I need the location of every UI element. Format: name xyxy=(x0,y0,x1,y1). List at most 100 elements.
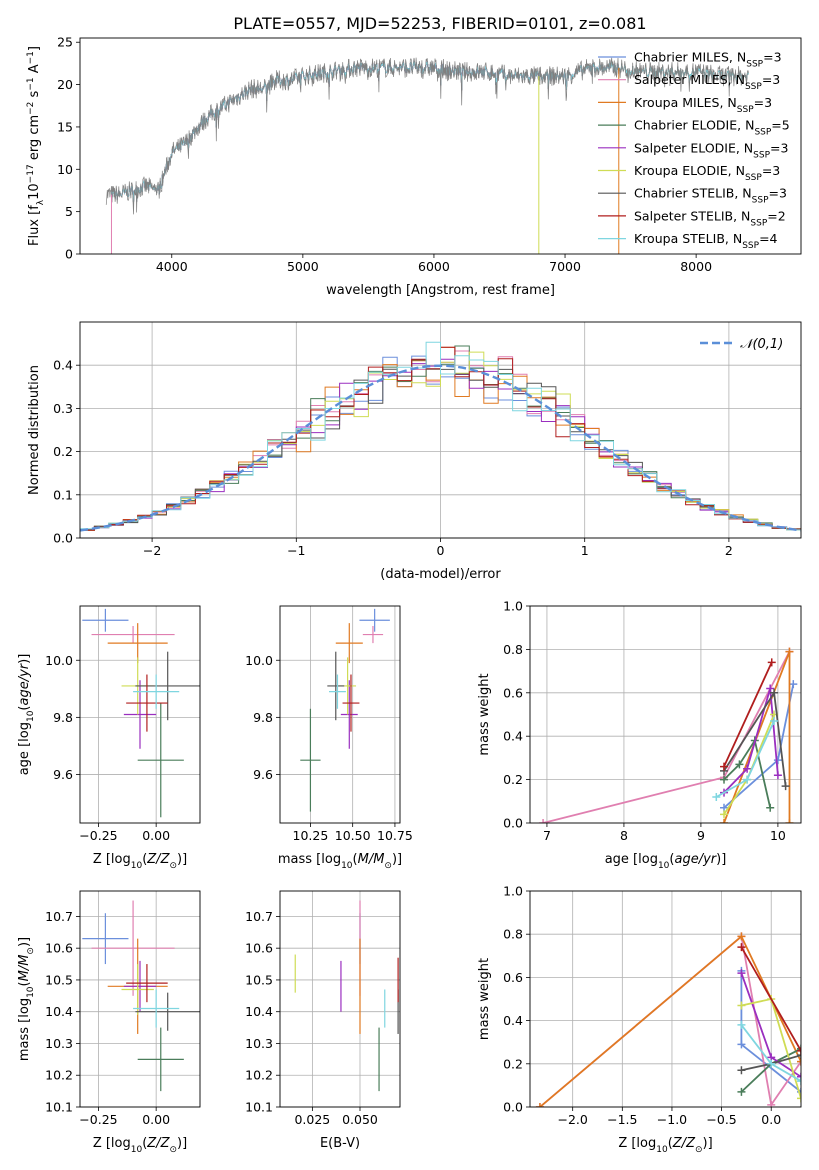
label-part: ( xyxy=(142,1136,147,1151)
y-tick-label: 0.6 xyxy=(503,685,523,700)
weight-marker xyxy=(773,771,782,780)
label-part: SSP xyxy=(745,173,762,183)
x-tick-label: −0.25 xyxy=(79,1112,117,1127)
weight-marker xyxy=(735,760,744,769)
residuals-panel: −2 −1 0 1 2 0.0 0.1 0.2 0.3 0.4 𝒩(0,1) (data-model)… xyxy=(27,321,802,582)
x-tick-label: 0.050 xyxy=(342,1112,378,1127)
axes-frame xyxy=(79,605,201,824)
label-part: −1 xyxy=(26,51,36,64)
label-part: Z [log xyxy=(93,1136,131,1151)
label-part: ( xyxy=(142,852,147,867)
x-tick-label: 10 xyxy=(770,828,786,843)
legend-label: Salpeter MILES, NSSP=3 xyxy=(634,72,780,92)
x-tick-label: −1.5 xyxy=(607,1112,637,1127)
legend-label: Chabrier ELODIE, NSSP=5 xyxy=(634,118,790,138)
x-tick-label: 8000 xyxy=(680,259,712,274)
y-tick-label: 0.2 xyxy=(503,1056,523,1071)
x-axis-label: Z [log10(Z/Z⊙)] xyxy=(93,1136,187,1155)
weight-marker xyxy=(797,1046,801,1055)
legend-label: 𝒩(0,1) xyxy=(740,337,783,352)
weight-marker xyxy=(737,943,746,952)
label-part: )] xyxy=(716,852,726,867)
label-part: erg cm xyxy=(27,115,42,164)
label-part: )] xyxy=(177,852,187,867)
y-tick-label: 10.5 xyxy=(45,972,73,987)
weight-marker xyxy=(720,819,729,823)
x-tick-label: 8 xyxy=(620,828,628,843)
label-part: SSP xyxy=(754,128,771,138)
weight-marker xyxy=(766,803,775,812)
label-part: SSP xyxy=(742,241,759,251)
x-tick-label: 0.0 xyxy=(761,1112,781,1127)
weight-marker xyxy=(767,1100,776,1107)
y-tick-label: 10.1 xyxy=(245,1100,273,1115)
label-part: −1 xyxy=(26,77,36,90)
label-part: ⊙ xyxy=(169,861,177,871)
model-spectrum-line xyxy=(158,60,540,195)
y-axis-label: mass [log10(M/M⊙)] xyxy=(17,937,36,1061)
label-part: A xyxy=(27,64,42,77)
weight-marker xyxy=(773,756,782,765)
error-bars xyxy=(294,900,399,1092)
label-part: λ xyxy=(36,199,46,205)
label-part: =3 xyxy=(762,72,780,87)
label-part: age [log xyxy=(17,722,32,775)
label-part: Flux [f xyxy=(27,205,42,246)
error-bars xyxy=(300,608,390,812)
x-tick-label: 2 xyxy=(725,543,733,558)
x-axis-label: Z [log10(Z/Z⊙)] xyxy=(618,1136,712,1155)
label-part: 10 xyxy=(656,1145,668,1155)
label-part: Z/Z xyxy=(146,852,170,867)
x-tick-label: 10.75 xyxy=(377,828,413,843)
label-part: M/M xyxy=(358,852,385,867)
label-part: 10 xyxy=(27,183,42,200)
label-part: Z [log xyxy=(93,852,131,867)
x-tick-label: 7000 xyxy=(549,259,581,274)
y-tick-label: 10.5 xyxy=(245,972,273,987)
weight-series-line xyxy=(723,688,779,794)
y-tick-label: 0.8 xyxy=(503,927,523,942)
y-tick-label: 10.6 xyxy=(245,941,273,956)
label-part: =2 xyxy=(767,208,785,223)
label-part: ( xyxy=(668,1136,673,1151)
weight-marker xyxy=(770,688,779,697)
weight-marker xyxy=(781,782,790,791)
x-tick-label: 0 xyxy=(437,543,445,558)
label-part: Chabrier ELODIE, N xyxy=(634,118,754,133)
y-tick-label: 0.4 xyxy=(503,1013,523,1028)
weight-series-line xyxy=(539,934,801,1107)
weight-marker xyxy=(770,717,779,726)
label-part: SSP xyxy=(752,196,769,206)
weight-series-line xyxy=(740,946,801,1052)
label-part: 10 xyxy=(131,861,143,871)
y-tick-label: 10.2 xyxy=(245,1068,273,1083)
weight-marker xyxy=(797,1051,801,1060)
label-part: Salpeter ELODIE, N xyxy=(634,140,753,155)
x-tick-label: 6000 xyxy=(418,259,450,274)
weight-marker xyxy=(743,764,752,773)
label-part: Salpeter STELIB, N xyxy=(634,208,750,223)
label-part: )] xyxy=(392,852,402,867)
x-tick-label: 10.50 xyxy=(335,828,371,843)
y-tick-label: 10.0 xyxy=(245,653,273,668)
weight-series-line xyxy=(723,662,773,767)
legend-label: Kroupa STELIB, NSSP=4 xyxy=(634,231,778,251)
label-part: Chabrier MILES, N xyxy=(634,50,746,65)
y-tick-label: 9.8 xyxy=(53,710,73,725)
label-part: Z/Z xyxy=(672,1136,696,1151)
label-part: M/M xyxy=(17,955,32,982)
weight-series-line xyxy=(542,651,791,823)
weight-marker xyxy=(785,819,794,823)
weight-series-line xyxy=(539,934,801,1107)
label-part: SSP xyxy=(745,82,762,92)
error-bars xyxy=(82,608,200,818)
legend-label: Salpeter STELIB, NSSP=2 xyxy=(634,208,786,228)
label-part: ⊙ xyxy=(169,1145,177,1155)
y-tick-label: 0.4 xyxy=(53,358,73,373)
label-part: =3 xyxy=(770,140,788,155)
y-tick-label: 0.2 xyxy=(503,772,523,787)
x-tick-label: −1.0 xyxy=(657,1112,687,1127)
model-spectrum-line xyxy=(158,60,540,195)
label-part: =3 xyxy=(769,186,787,201)
